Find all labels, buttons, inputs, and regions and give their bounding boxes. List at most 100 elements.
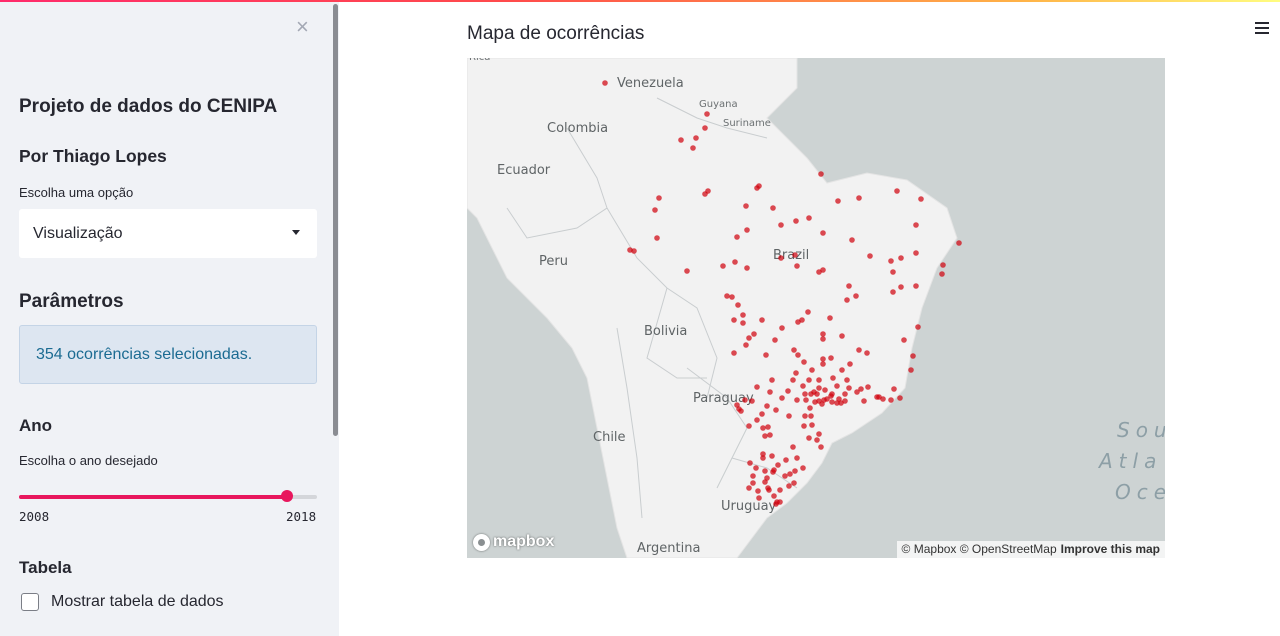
occurrence-point [802,391,808,397]
occurrence-point [769,453,775,459]
occurrence-point [772,337,778,343]
occurrence-point [806,435,812,441]
occurrence-point [778,255,784,261]
occurrence-point [759,411,765,417]
occurrence-point [787,471,793,477]
occurrence-point [740,320,746,326]
occurrence-point [807,405,813,411]
mapbox-logo-text: mapbox [493,533,555,550]
params-heading: Parâmetros [19,291,124,312]
occurrence-point [743,203,749,209]
occurrence-point [820,336,826,342]
occurrence-point [786,413,792,419]
occurrence-point [684,268,690,274]
occurrence-point [705,188,711,194]
sidebar-scrollbar[interactable] [333,4,338,436]
occurrence-point [734,402,740,408]
border-line [506,127,608,239]
occurrence-point [778,222,784,228]
occurrence-point [803,397,809,403]
year-slider-thumb[interactable] [281,490,294,502]
map[interactable]: Venezuela Guyana Suriname Colombia Ecuad… [467,58,1165,558]
occurrence-point [856,347,862,353]
occurrence-point [794,263,800,269]
year-heading: Ano [19,416,53,435]
occurrence-point [746,423,752,429]
occurrence-point [809,367,815,373]
occurrence-point [746,485,752,491]
occurrence-point [734,234,740,240]
occurrence-point [839,367,845,373]
occurrence-point [854,389,860,395]
occurrence-point [775,462,781,468]
occurrence-point [769,377,775,383]
show-table-checkbox[interactable] [21,593,39,611]
occurrence-point [830,375,836,381]
occurrence-point [760,451,766,457]
occurrence-point [939,271,945,277]
map-canvas: Venezuela Guyana Suriname Colombia Ecuad… [467,58,1165,558]
occurrence-point [897,395,903,401]
occurrence-point [690,145,696,151]
mapbox-logo[interactable]: mapbox [473,533,554,551]
occurrence-point [764,403,770,409]
occurrence-point [746,335,752,341]
occurrence-point [750,480,756,486]
occurrence-point [773,407,779,413]
occurrence-point [867,253,873,259]
occurrence-point [940,262,946,268]
occurrence-point [818,171,824,177]
sidebar-title: Projeto de dados do CENIPA [19,96,278,117]
occurrence-point [779,395,785,401]
occurrence-point [762,479,768,485]
occurrence-point [913,250,919,256]
occurrence-point [839,333,845,339]
label-rica: Rica [469,58,490,63]
occurrence-point [820,361,826,367]
occurrence-point [771,493,777,499]
sidebar-author: Por Thiago Lopes [19,146,167,166]
border-line [686,367,748,489]
occurrence-point [770,205,776,211]
label-ecuador: Ecuador [497,163,551,178]
menu-icon[interactable] [1255,22,1269,35]
ocean-label-3: Oce [1115,480,1165,504]
occurrence-point [743,342,749,348]
occurrence-point [753,465,759,471]
year-slider[interactable] [19,490,317,502]
occurrence-point [888,397,894,403]
info-box: 354 ocorrências selecionadas. [19,325,317,384]
occurrence-point [738,408,744,414]
close-sidebar-icon[interactable]: × [296,14,309,39]
border-line [616,327,643,519]
occurrence-point [786,483,792,489]
occurrence-point [779,325,785,331]
occurrence-point [751,331,757,337]
occurrence-point [791,480,797,486]
occurrence-point [806,215,812,221]
occurrence-point [732,259,738,265]
occurrence-point [762,468,768,474]
occurrence-point [754,185,760,191]
occurrence-point [791,347,797,353]
occurrence-point [802,413,808,419]
top-decoration-bar [0,0,1280,2]
option-select[interactable]: Visualização [19,209,317,258]
occurrence-point [824,396,830,402]
occurrence-point [858,386,864,392]
occurrence-point [898,255,904,261]
occurrence-point [913,283,919,289]
occurrence-point [834,400,840,406]
improve-map-link[interactable]: Improve this map [1060,542,1160,556]
occurrence-point [846,283,852,289]
occurrence-point [777,487,783,493]
occurrence-point [806,377,812,383]
border-line [656,97,768,139]
label-paraguay: Paraguay [693,391,754,406]
occurrence-point [820,356,826,362]
label-chile: Chile [593,430,626,445]
occurrence-point [792,468,798,474]
show-table-checkbox-row[interactable]: Mostrar tabela de dados [21,593,224,611]
occurrence-point [828,355,834,361]
ocean-label-2: Atla [1097,449,1162,473]
